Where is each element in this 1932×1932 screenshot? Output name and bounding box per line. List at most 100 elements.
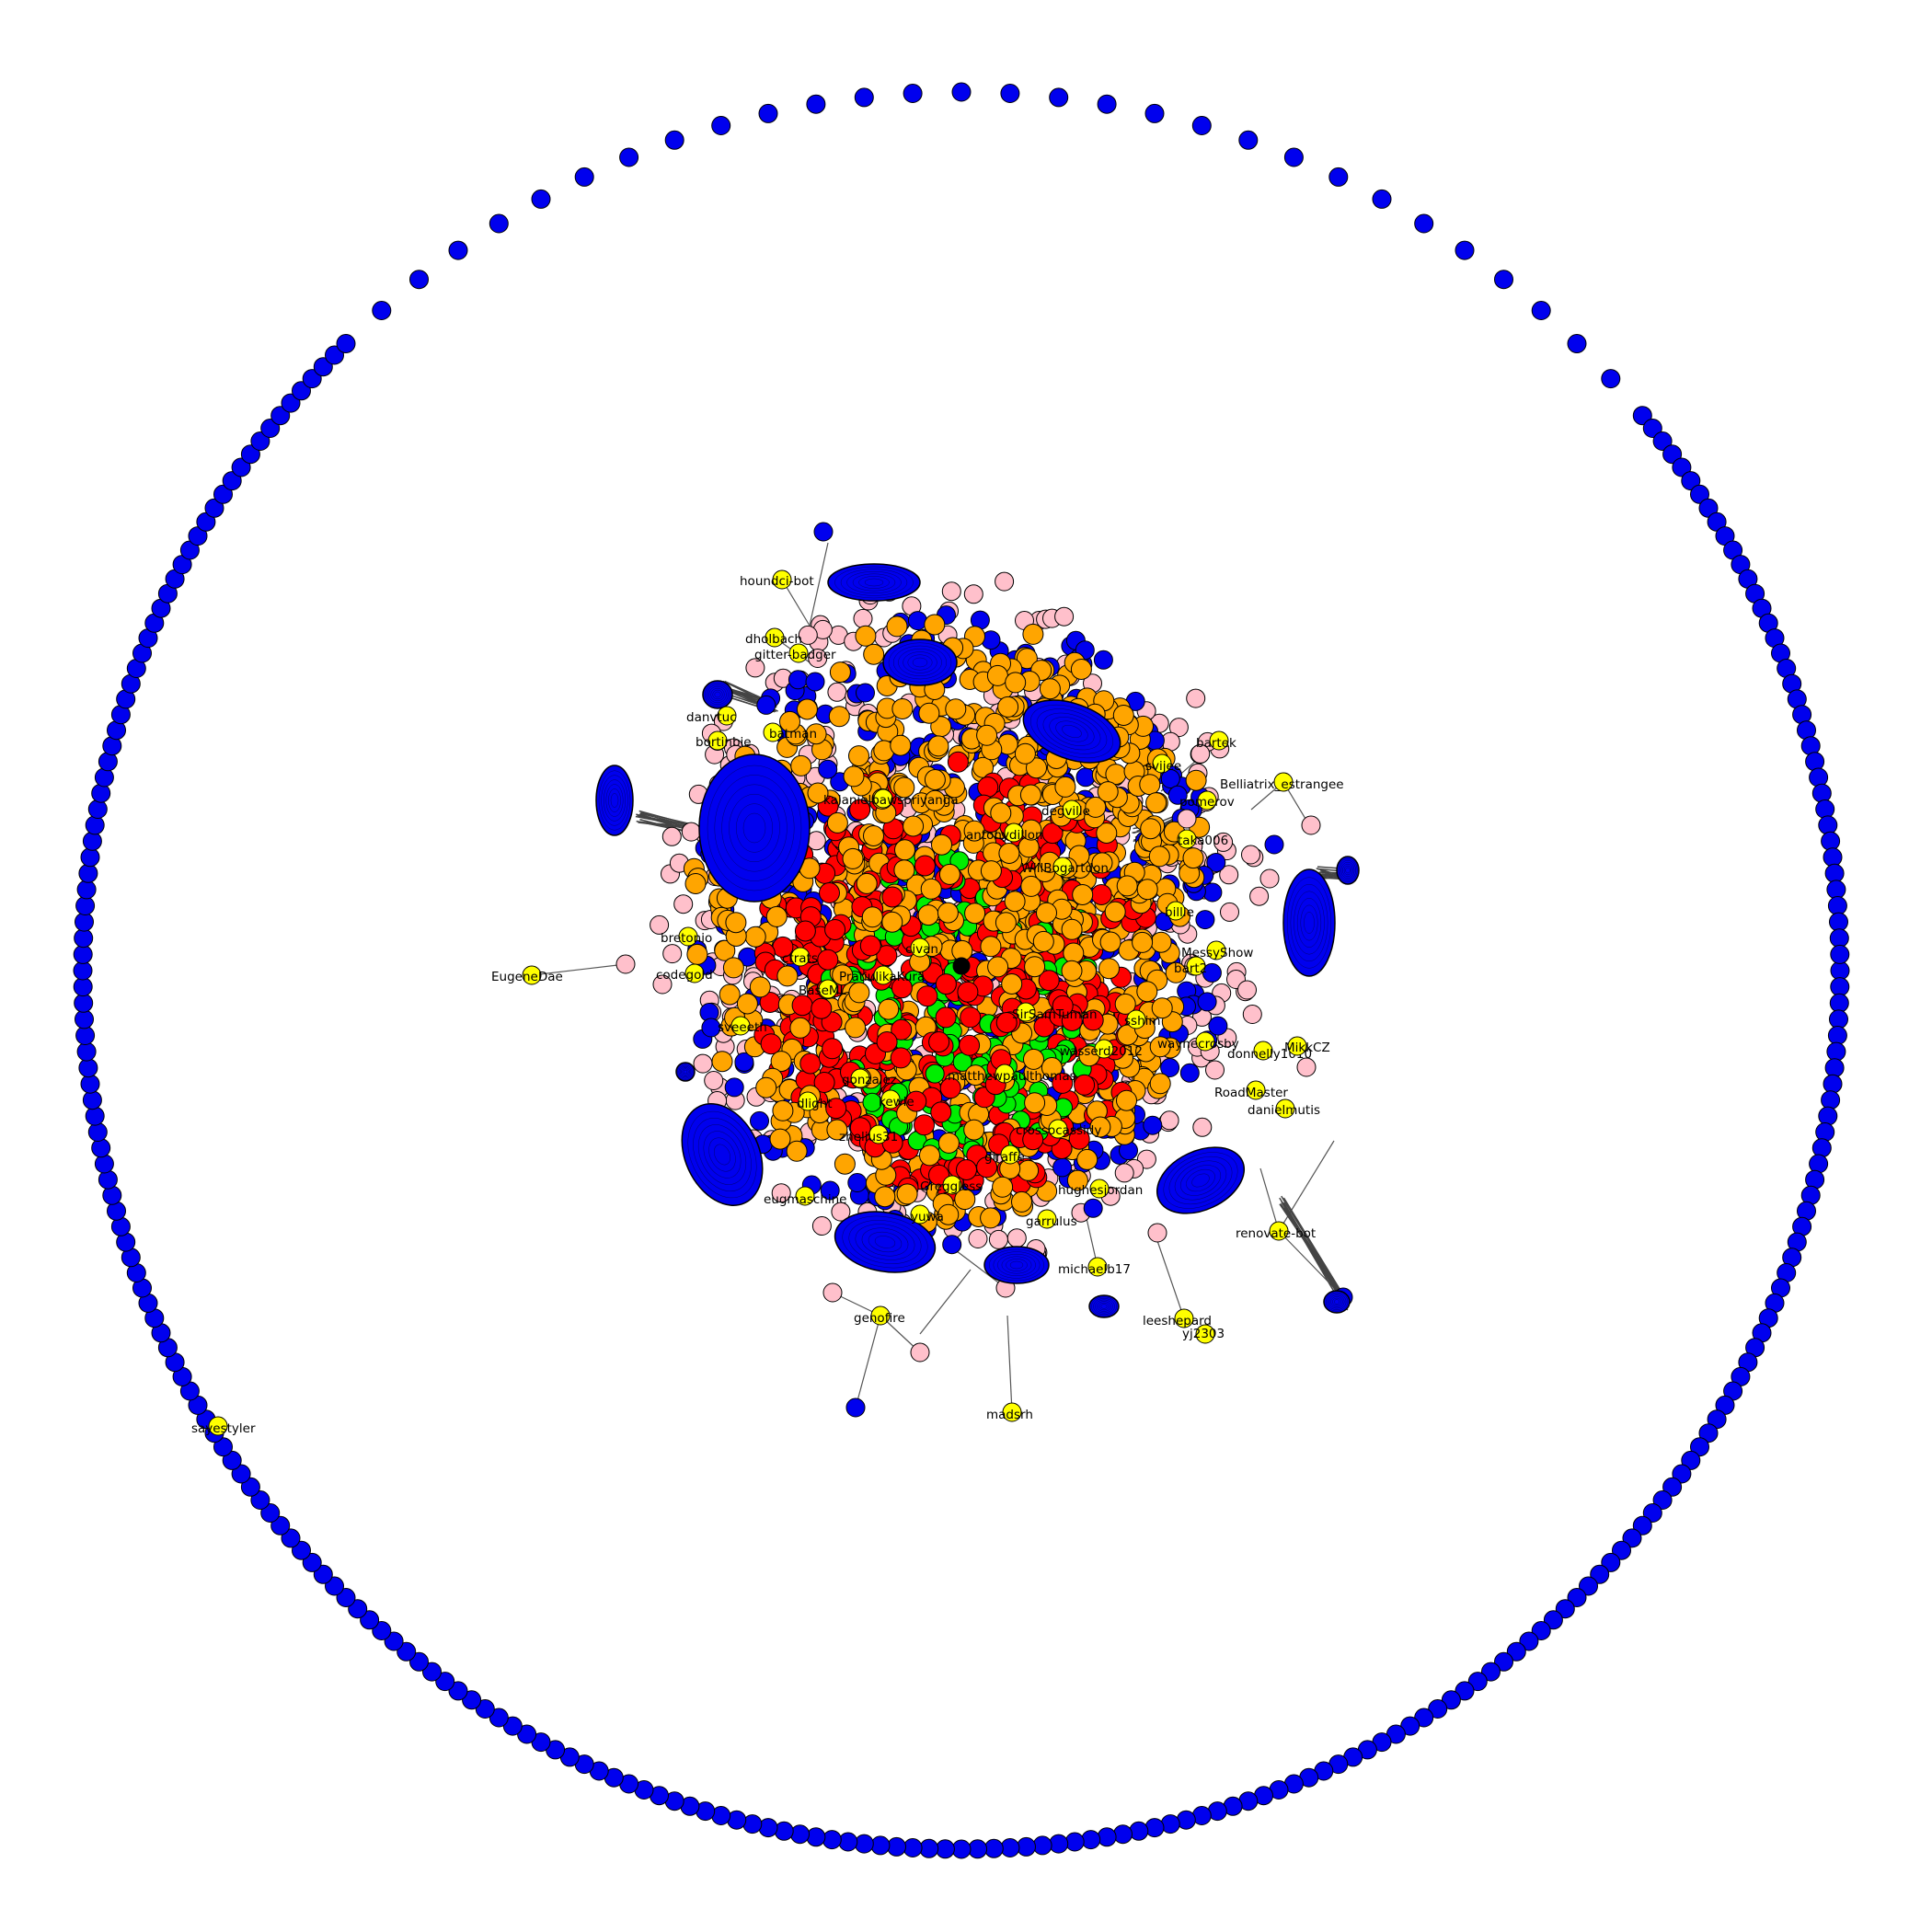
ring-node bbox=[270, 406, 291, 426]
ring-node bbox=[806, 94, 826, 114]
ring-node bbox=[806, 1827, 826, 1847]
cluster-node bbox=[791, 995, 813, 1017]
subcluster-ring bbox=[997, 1253, 1036, 1277]
subcluster-ring bbox=[1093, 1298, 1115, 1315]
cluster-node bbox=[1019, 784, 1041, 806]
cluster-node bbox=[1190, 743, 1211, 764]
ring-node bbox=[619, 147, 639, 167]
pink-node bbox=[910, 1342, 930, 1363]
label-michaelb17: michaelb17 bbox=[1058, 1262, 1131, 1277]
cluster-node bbox=[769, 1128, 791, 1150]
subcluster-ellipse bbox=[1022, 699, 1121, 764]
ring-node bbox=[854, 1834, 874, 1854]
label-pomerov: pomerov bbox=[1179, 795, 1235, 810]
cluster-node bbox=[1011, 1190, 1032, 1213]
node-svijee: svijee bbox=[1145, 753, 1181, 774]
ring-node bbox=[1805, 752, 1825, 772]
cluster-node bbox=[794, 920, 816, 942]
cluster-node bbox=[744, 926, 766, 948]
subcluster-ring bbox=[1029, 704, 1114, 759]
subcluster bbox=[1022, 699, 1121, 764]
cluster-node bbox=[834, 1153, 856, 1175]
cluster-node bbox=[849, 1117, 871, 1139]
subcluster-ring bbox=[842, 1215, 928, 1269]
node-renovate-bot: renovate-bot bbox=[1236, 1221, 1316, 1241]
ring-node bbox=[870, 1835, 891, 1856]
ring-node bbox=[213, 1437, 233, 1457]
ring-node bbox=[78, 863, 98, 883]
cluster-node bbox=[954, 1189, 976, 1211]
ring-node bbox=[1455, 240, 1475, 260]
cluster-node bbox=[1005, 672, 1027, 694]
cluster-node bbox=[843, 765, 865, 788]
label-danvtuc: danvtuc bbox=[686, 710, 737, 725]
ring-node bbox=[1081, 1830, 1101, 1850]
cluster-node bbox=[1140, 818, 1162, 840]
ring-node bbox=[1543, 1610, 1563, 1630]
label-messyshow: MessyShow bbox=[1181, 946, 1253, 960]
node-codegold: codegold bbox=[656, 963, 713, 983]
ring-node bbox=[281, 393, 301, 413]
cluster-node bbox=[890, 734, 912, 756]
cluster-node bbox=[1068, 1128, 1090, 1150]
cluster-node bbox=[825, 1098, 847, 1120]
label-degville: degville bbox=[1041, 804, 1090, 819]
cluster-node bbox=[1082, 1009, 1104, 1031]
cluster-node bbox=[1116, 1089, 1137, 1111]
ring-node bbox=[1809, 767, 1829, 788]
ring-node bbox=[1113, 1824, 1133, 1845]
cluster-node bbox=[1148, 845, 1170, 868]
ring-node bbox=[790, 1824, 810, 1845]
ring-node bbox=[1811, 1138, 1832, 1158]
node-pomerov: pomerov bbox=[1179, 790, 1235, 811]
cluster-node bbox=[1213, 832, 1234, 852]
cluster-node bbox=[918, 702, 940, 724]
ring-node bbox=[1826, 880, 1846, 900]
ring-node bbox=[94, 767, 114, 788]
ring-node bbox=[1809, 1154, 1829, 1174]
cluster-node bbox=[849, 799, 871, 821]
node-eugmaschine: eugmaschine bbox=[764, 1186, 846, 1207]
subcluster-ring bbox=[848, 1220, 922, 1264]
label-sirsam: SirSamTuman bbox=[1012, 1007, 1098, 1022]
ring-node bbox=[1642, 1503, 1662, 1523]
subcluster-ring bbox=[993, 1251, 1041, 1279]
cluster-node bbox=[756, 695, 776, 715]
ring-node bbox=[85, 1106, 105, 1126]
ring-node bbox=[292, 1540, 311, 1560]
subcluster-ring bbox=[858, 576, 890, 589]
label-genofire: genofire bbox=[854, 1311, 905, 1326]
node-bortinbie: bortinbie bbox=[696, 730, 752, 751]
ring-node bbox=[1821, 831, 1841, 851]
cluster-node bbox=[1098, 958, 1120, 980]
ring-node bbox=[475, 1699, 495, 1719]
ring-node bbox=[1818, 1106, 1838, 1126]
subcluster-ring bbox=[1338, 858, 1358, 882]
cluster-node bbox=[937, 1132, 960, 1154]
pink-node bbox=[1296, 1057, 1317, 1077]
cluster-node bbox=[826, 1119, 848, 1141]
cluster-node bbox=[772, 1099, 794, 1121]
ring-node bbox=[1414, 213, 1434, 234]
subcluster-ring bbox=[1055, 720, 1088, 742]
ring-node bbox=[1632, 406, 1652, 426]
cluster-node bbox=[1075, 767, 1096, 788]
cluster-node bbox=[914, 1114, 935, 1136]
ring-node bbox=[919, 1838, 939, 1858]
ring-node bbox=[74, 928, 94, 949]
cluster-node bbox=[1070, 659, 1092, 680]
subcluster-ring bbox=[1304, 912, 1315, 934]
subcluster-ring bbox=[1290, 883, 1328, 962]
subcluster-ring bbox=[898, 649, 942, 676]
ring-node bbox=[1829, 1009, 1848, 1029]
cluster-node bbox=[1195, 910, 1215, 930]
subcluster bbox=[1323, 1290, 1351, 1314]
node-michaelb17: michaelb17 bbox=[1058, 1257, 1131, 1277]
cluster-node bbox=[924, 769, 946, 790]
ring-node bbox=[983, 1838, 1004, 1858]
subcluster-ring bbox=[693, 1117, 752, 1192]
cluster-node bbox=[938, 863, 960, 885]
cluster-node bbox=[1104, 901, 1126, 923]
subcluster-ellipse bbox=[702, 680, 733, 709]
subcluster-ring bbox=[834, 566, 914, 599]
